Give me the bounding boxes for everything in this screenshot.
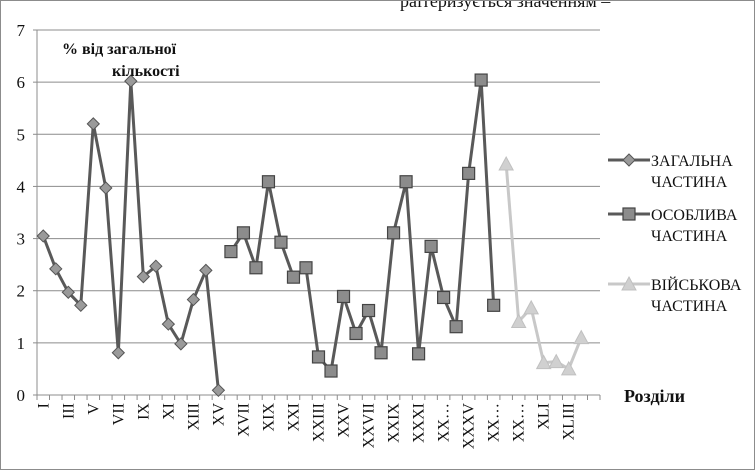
data-point	[386, 226, 401, 240]
annotation-line-1: % від загальної	[62, 41, 177, 58]
x-tick-label: XX…	[486, 403, 503, 442]
x-tick-label: V	[85, 403, 102, 415]
data-point	[224, 245, 238, 259]
data-point	[374, 346, 388, 360]
data-point	[462, 166, 476, 180]
data-point	[336, 289, 351, 304]
data-point	[61, 285, 75, 299]
data-point	[437, 290, 451, 305]
data-point	[560, 360, 577, 376]
legend-marker	[622, 207, 636, 221]
data-point	[161, 317, 176, 331]
y-tick-label: 2	[17, 282, 26, 301]
data-point	[199, 263, 213, 278]
x-tick-label: XXXV	[461, 403, 478, 450]
y-tick-label: 0	[17, 386, 26, 405]
legend-label-line-1: ЗАГАЛЬНА	[651, 153, 733, 170]
data-point	[249, 261, 263, 275]
legend-marker	[621, 275, 637, 291]
header-text-fragment: раітеризується значенням –	[400, 0, 611, 11]
series-1	[36, 74, 226, 398]
data-point	[124, 74, 138, 88]
data-point	[211, 383, 226, 398]
x-axis-label: Розділи	[624, 386, 685, 406]
legend-label-line-1: ОСОБЛИВА	[651, 207, 738, 224]
y-tick-label: 4	[17, 177, 26, 196]
x-tick-label: IX	[135, 403, 152, 420]
x-tick-label: XXV	[336, 403, 353, 438]
data-point	[186, 292, 201, 307]
data-point	[535, 354, 552, 370]
y-tick-label: 3	[17, 230, 26, 249]
data-point	[36, 229, 50, 243]
data-point	[86, 117, 101, 131]
legend-item-2: ОСОБЛИВА ЧАСТИНА	[608, 207, 738, 245]
x-tick-label: XXIII	[311, 403, 328, 442]
legend-item-1: ЗАГАЛЬНА ЧАСТИНА	[608, 153, 733, 191]
data-point	[487, 298, 501, 312]
y-tick-label: 7	[17, 21, 26, 40]
x-tick-label: XLIII	[561, 403, 578, 440]
data-point	[111, 346, 126, 360]
data-point	[49, 262, 63, 276]
x-tick-label: XXVII	[361, 403, 378, 448]
series-line	[229, 78, 496, 373]
x-tick-label: XIII	[185, 403, 202, 431]
x-tick-label: XI	[160, 403, 177, 420]
x-tick-label: I	[35, 403, 52, 408]
data-point	[311, 350, 326, 364]
data-point	[361, 303, 376, 318]
x-tick-label: XXI	[285, 403, 302, 431]
x-tick-label: XX…	[436, 403, 453, 442]
data-point	[74, 298, 88, 313]
data-point	[261, 175, 276, 189]
data-point	[573, 329, 590, 345]
legend-item-3: ВІЙСЬКОВА ЧАСТИНА	[608, 275, 742, 315]
x-tick-label: XIX	[260, 403, 277, 432]
data-point	[474, 73, 488, 87]
data-point	[510, 313, 527, 328]
data-point	[236, 226, 251, 240]
data-point	[411, 347, 426, 361]
legend-label-line-2: ЧАСТИНА	[651, 298, 728, 315]
x-tick-label: XXIX	[386, 403, 403, 443]
y-tick-label: 1	[17, 334, 26, 353]
data-point	[523, 299, 540, 315]
x-tick-label: XV	[210, 403, 227, 427]
x-tick-label: VII	[110, 403, 127, 425]
data-point	[149, 259, 163, 273]
data-point	[174, 337, 188, 351]
data-point	[498, 155, 515, 171]
x-tick-label: XXXI	[411, 403, 428, 443]
data-point	[286, 270, 301, 284]
x-tick-label: XX…	[511, 403, 528, 442]
x-tick-label: III	[60, 403, 77, 419]
x-tick-label: XVII	[235, 403, 252, 437]
annotation-line-2: кількості	[112, 63, 180, 80]
data-point	[274, 235, 288, 249]
series-2	[224, 73, 501, 378]
y-tick-label: 6	[17, 73, 26, 92]
legend-label-line-2: ЧАСТИНА	[651, 174, 728, 191]
data-point	[548, 353, 565, 369]
series-line	[41, 79, 220, 391]
data-point	[349, 326, 363, 341]
data-point	[399, 175, 413, 189]
legend-label-line-2: ЧАСТИНА	[651, 228, 728, 245]
series-line	[504, 163, 583, 371]
series-3	[498, 155, 590, 376]
y-tick-label: 5	[17, 125, 26, 144]
data-point	[299, 261, 313, 275]
legend-marker	[622, 153, 636, 167]
x-tick-label: XLI	[536, 403, 553, 430]
data-point	[99, 181, 113, 195]
data-point	[449, 320, 463, 334]
data-point	[324, 364, 338, 378]
data-point	[136, 269, 151, 284]
data-point	[424, 239, 438, 253]
legend-label-line-1: ВІЙСЬКОВА	[651, 275, 742, 294]
